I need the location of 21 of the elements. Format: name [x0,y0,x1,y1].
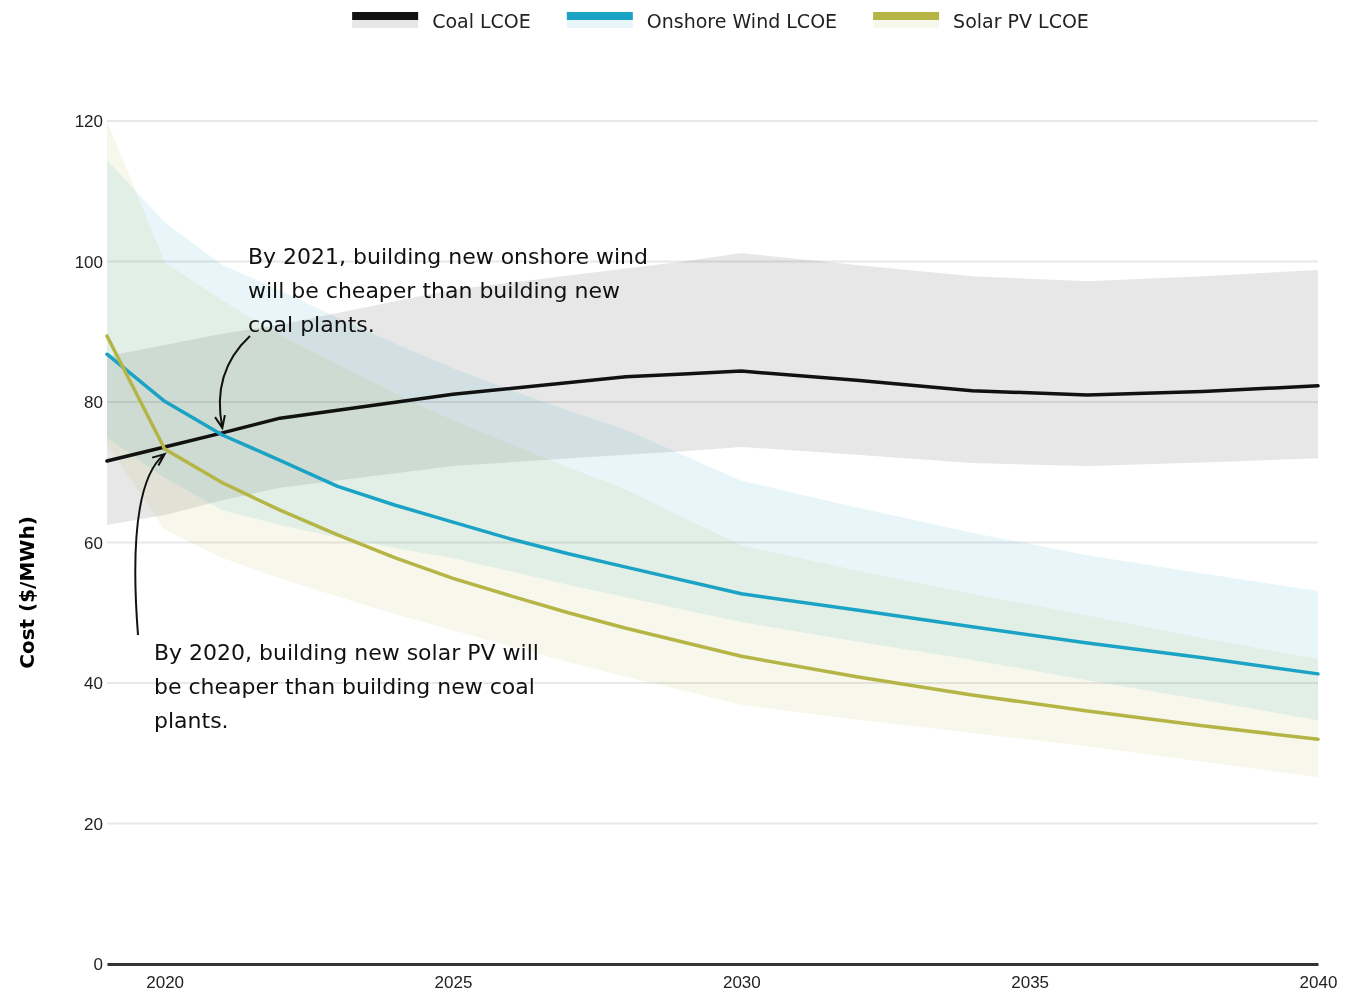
line-series [105,352,1320,676]
y-tick-label: 40 [84,674,103,694]
y-tick-label: 80 [84,393,103,413]
y-axis-title: Cost ($/MWh) [15,516,39,669]
x-tick-label: 2020 [146,973,185,993]
annotation: By 2020, building new solar PV will be cheaper than building new coal plants. [154,640,539,733]
y-tick-label: 0 [93,955,103,975]
legend-label: Onshore Wind LCOE [646,10,838,32]
legend-label: Solar PV LCOE [953,10,1089,32]
legend-label: Coal LCOE [432,10,531,32]
y-tick-label: 120 [74,112,103,132]
y-tick-label: 20 [84,814,103,834]
annotation: By 2021, building new onshore wind will be cheaper than building new coal plants. [248,244,649,337]
y-tick-label: 100 [74,252,103,272]
x-tick-label: 2040 [1299,973,1338,993]
line-series [105,334,1320,741]
x-tick-label: 2025 [434,973,473,993]
x-tick-label: 2030 [722,973,761,993]
y-tick-label: 60 [84,533,103,553]
line-series [105,369,1320,463]
x-tick-label: 2035 [1011,973,1050,993]
